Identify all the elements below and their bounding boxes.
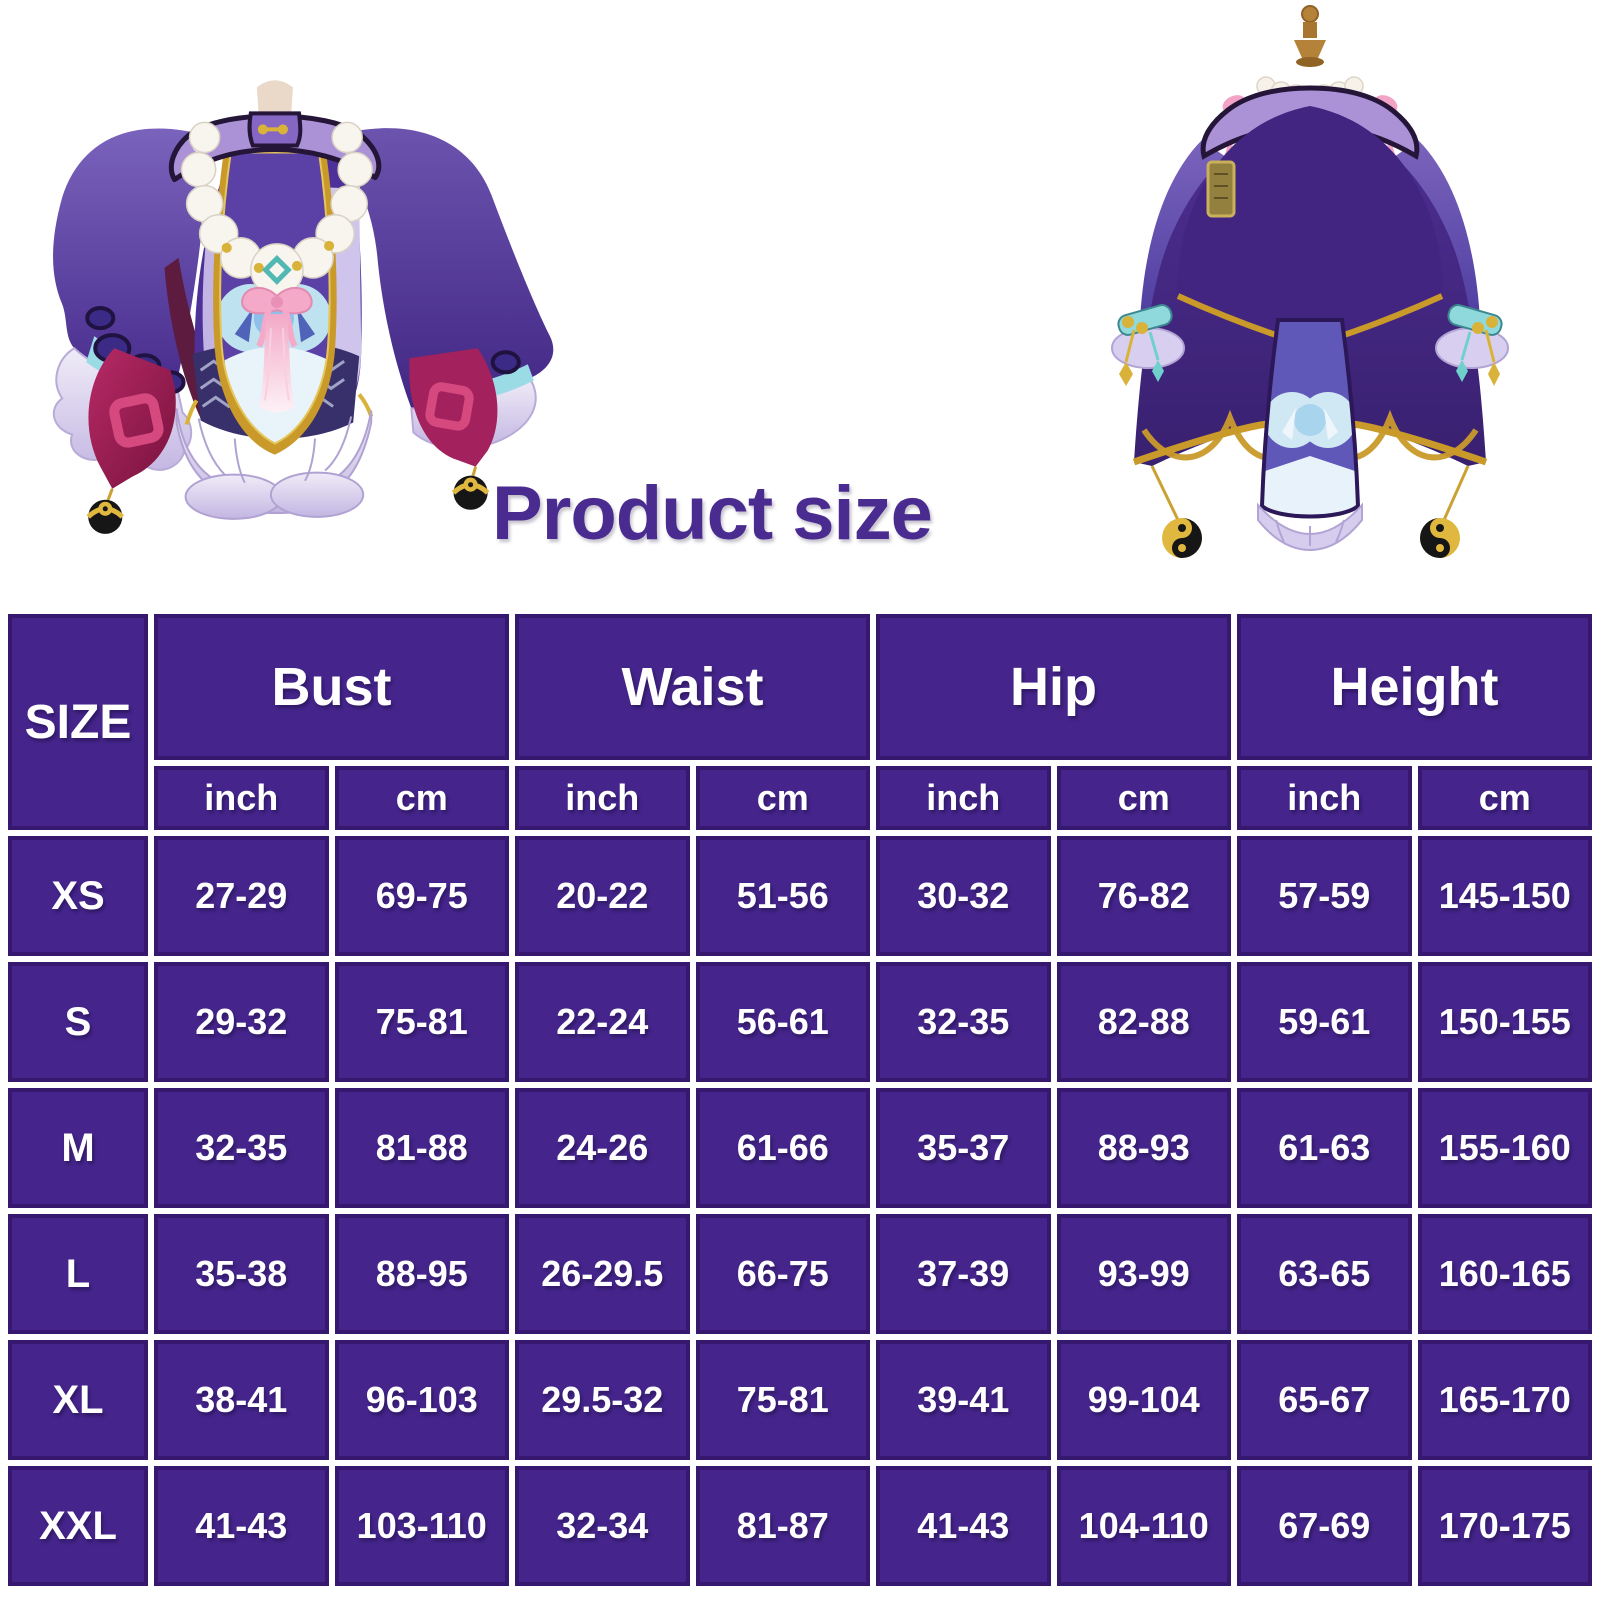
value-cell: 37-39	[876, 1214, 1051, 1334]
unit-header-bust-cm: cm	[334, 766, 509, 830]
value-cell: 38-41	[154, 1340, 329, 1460]
value-cell: 22-24	[515, 962, 690, 1082]
value-cell: 155-160	[1417, 1088, 1592, 1208]
yinyang-bell-back-left	[1150, 465, 1202, 558]
value-cell: 29-32	[154, 962, 329, 1082]
value-cell: 88-95	[334, 1214, 509, 1334]
value-cell: 27-29	[154, 836, 329, 956]
value-cell: 35-37	[876, 1088, 1051, 1208]
row-size-label-s: S	[8, 962, 148, 1082]
value-cell: 24-26	[515, 1088, 690, 1208]
group-header-hip: Hip	[876, 614, 1231, 760]
value-cell: 88-93	[1056, 1088, 1231, 1208]
value-cell: 170-175	[1417, 1466, 1592, 1586]
shoulder-badge	[1206, 160, 1236, 218]
back-frill	[1257, 502, 1363, 552]
costume-front-image	[52, 80, 554, 534]
value-cell: 41-43	[154, 1466, 329, 1586]
crimson-drape-left	[88, 348, 176, 489]
value-cell: 67-69	[1237, 1466, 1412, 1586]
size-column-header: SIZE	[8, 614, 148, 830]
row-size-label-xl: XL	[8, 1340, 148, 1460]
value-cell: 39-41	[876, 1340, 1051, 1460]
value-cell: 61-66	[695, 1088, 870, 1208]
mannequin-neck	[256, 80, 293, 118]
row-size-label-l: L	[8, 1214, 148, 1334]
value-cell: 66-75	[695, 1214, 870, 1334]
unit-header-hip-inch: inch	[876, 766, 1051, 830]
row-size-label-xxl: XXL	[8, 1466, 148, 1586]
value-cell: 32-35	[154, 1088, 329, 1208]
value-cell: 30-32	[876, 836, 1051, 956]
mannequin-finial	[1294, 5, 1326, 67]
unit-header-bust-inch: inch	[154, 766, 329, 830]
value-cell: 165-170	[1417, 1340, 1592, 1460]
value-cell: 63-65	[1237, 1214, 1412, 1334]
value-cell: 93-99	[1056, 1214, 1231, 1334]
unit-header-height-inch: inch	[1237, 766, 1412, 830]
size-table: SIZE Bust Waist Hip Height inch cm inch …	[8, 614, 1592, 1586]
cuff-left	[1111, 304, 1185, 386]
value-cell: 150-155	[1417, 962, 1592, 1082]
value-cell: 26-29.5	[515, 1214, 690, 1334]
crimson-drape-right	[409, 348, 498, 467]
value-cell: 61-63	[1237, 1088, 1412, 1208]
value-cell: 103-110	[334, 1466, 509, 1586]
value-cell: 41-43	[876, 1466, 1051, 1586]
skirt-frill	[175, 408, 373, 520]
value-cell: 160-165	[1417, 1214, 1592, 1334]
value-cell: 35-38	[154, 1214, 329, 1334]
yinyang-bell-back-right	[1420, 465, 1470, 558]
value-cell: 69-75	[334, 836, 509, 956]
gold-frog-closure	[257, 124, 288, 135]
value-cell: 82-88	[1056, 962, 1231, 1082]
value-cell: 76-82	[1056, 836, 1231, 956]
row-size-label-m: M	[8, 1088, 148, 1208]
value-cell: 51-56	[695, 836, 870, 956]
value-cell: 32-35	[876, 962, 1051, 1082]
back-panel	[1257, 318, 1363, 552]
value-cell: 32-34	[515, 1466, 690, 1586]
pink-bow-tassel	[241, 286, 313, 413]
group-header-height: Height	[1237, 614, 1592, 760]
value-cell: 75-81	[695, 1340, 870, 1460]
group-header-waist: Waist	[515, 614, 870, 760]
value-cell: 75-81	[334, 962, 509, 1082]
cuff-right	[1435, 304, 1509, 386]
value-cell: 59-61	[1237, 962, 1412, 1082]
group-header-bust: Bust	[154, 614, 509, 760]
yinyang-bell-left	[86, 488, 125, 534]
unit-header-waist-cm: cm	[695, 766, 870, 830]
value-cell: 145-150	[1417, 836, 1592, 956]
value-cell: 81-88	[334, 1088, 509, 1208]
costume-back-image	[1111, 5, 1509, 558]
unit-header-hip-cm: cm	[1056, 766, 1231, 830]
value-cell: 57-59	[1237, 836, 1412, 956]
unit-header-height-cm: cm	[1417, 766, 1592, 830]
value-cell: 96-103	[334, 1340, 509, 1460]
page-title: Product size	[492, 471, 933, 556]
yinyang-bell-right	[451, 466, 490, 510]
value-cell: 65-67	[1237, 1340, 1412, 1460]
value-cell: 81-87	[695, 1466, 870, 1586]
row-size-label-xs: XS	[8, 836, 148, 956]
value-cell: 20-22	[515, 836, 690, 956]
value-cell: 56-61	[695, 962, 870, 1082]
unit-header-waist-inch: inch	[515, 766, 690, 830]
value-cell: 99-104	[1056, 1340, 1231, 1460]
value-cell: 29.5-32	[515, 1340, 690, 1460]
value-cell: 104-110	[1056, 1466, 1231, 1586]
